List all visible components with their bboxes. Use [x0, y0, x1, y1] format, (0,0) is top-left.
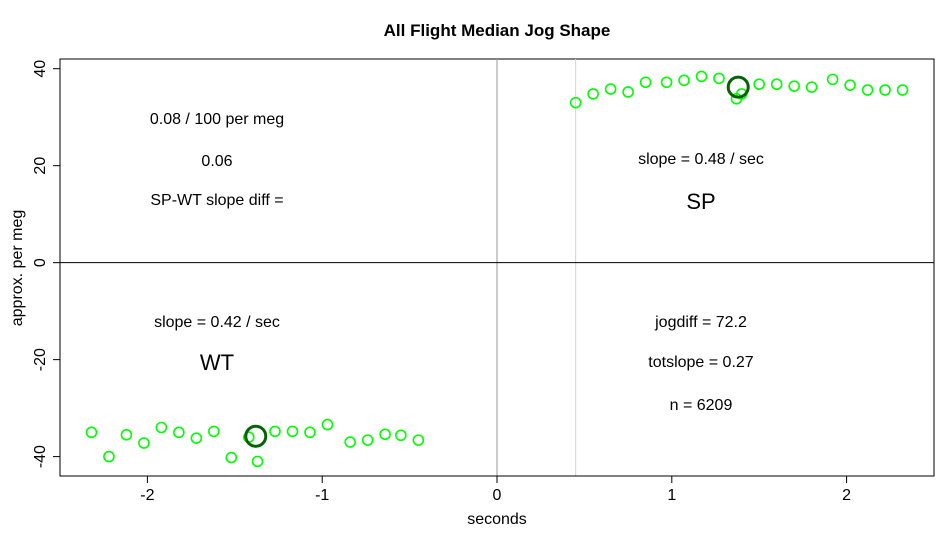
data-point: [85, 426, 98, 439]
data-point: [173, 426, 185, 439]
data-point: [639, 76, 652, 89]
data-point: [604, 83, 617, 95]
data-point: [286, 425, 299, 438]
annotation-diff-value: 0.06: [201, 153, 232, 170]
data-point: [713, 72, 725, 85]
data-point: [678, 74, 690, 87]
scatter-points: [85, 70, 909, 468]
x-axis: -2 -1 0 1 2: [140, 475, 851, 504]
data-point: [660, 76, 673, 89]
data-point: [770, 78, 783, 91]
annotation-jogdiff: jogdiff = 72.2: [654, 314, 747, 331]
x-tick-label: -2: [140, 487, 154, 504]
data-point: [344, 436, 356, 448]
data-point: [805, 81, 818, 93]
data-point: [622, 86, 634, 98]
annotation-n: n = 6209: [670, 397, 733, 414]
x-tick-label: -1: [315, 487, 329, 504]
data-point: [412, 434, 425, 446]
x-axis-title: seconds: [467, 511, 527, 528]
data-point: [395, 429, 407, 442]
data-point: [587, 88, 599, 100]
data-point: [379, 428, 391, 441]
data-point: [695, 70, 708, 83]
data-point: [753, 78, 766, 91]
y-tick-label: -20: [32, 348, 49, 371]
highlight-point: [244, 424, 268, 448]
data-point: [879, 84, 891, 96]
annotation-sp-label: SP: [686, 189, 715, 214]
data-point: [251, 455, 264, 468]
y-axis: -40 -20 0 20 40: [32, 60, 61, 468]
x-tick-label: 1: [667, 487, 676, 504]
highlight-point: [726, 75, 750, 99]
data-point: [788, 80, 800, 92]
y-tick-label: -40: [32, 445, 49, 468]
data-point: [120, 428, 133, 441]
data-point: [103, 450, 115, 463]
y-tick-label: 0: [32, 258, 49, 267]
data-point: [361, 434, 374, 446]
data-point: [269, 425, 281, 438]
data-point: [861, 84, 874, 96]
data-point: [826, 73, 839, 86]
annotation-totslope: totslope = 0.27: [648, 354, 754, 371]
y-tick-label: 20: [32, 157, 49, 175]
y-tick-label: 40: [32, 60, 49, 78]
x-tick-label: 0: [493, 487, 502, 504]
annotation-ratio: 0.08 / 100 per meg: [150, 111, 284, 128]
annotation-sp-slope: slope = 0.48 / sec: [638, 151, 764, 168]
highlight-points: [244, 75, 750, 448]
annotation-wt-label: WT: [200, 350, 234, 375]
data-point: [304, 426, 316, 439]
data-point: [190, 432, 203, 444]
data-point: [155, 421, 168, 434]
y-axis-title: approx. per meg: [9, 210, 26, 327]
data-point: [208, 425, 220, 438]
data-point: [225, 451, 238, 464]
data-point: [896, 84, 909, 96]
annotation-diff-label: SP-WT slope diff =: [150, 192, 283, 209]
data-point: [569, 96, 582, 109]
x-tick-label: 2: [842, 487, 851, 504]
data-point: [321, 418, 334, 431]
data-point: [138, 437, 150, 449]
chart-title: All Flight Median Jog Shape: [384, 21, 611, 40]
annotation-wt-slope: slope = 0.42 / sec: [154, 314, 280, 331]
data-point: [844, 79, 856, 91]
